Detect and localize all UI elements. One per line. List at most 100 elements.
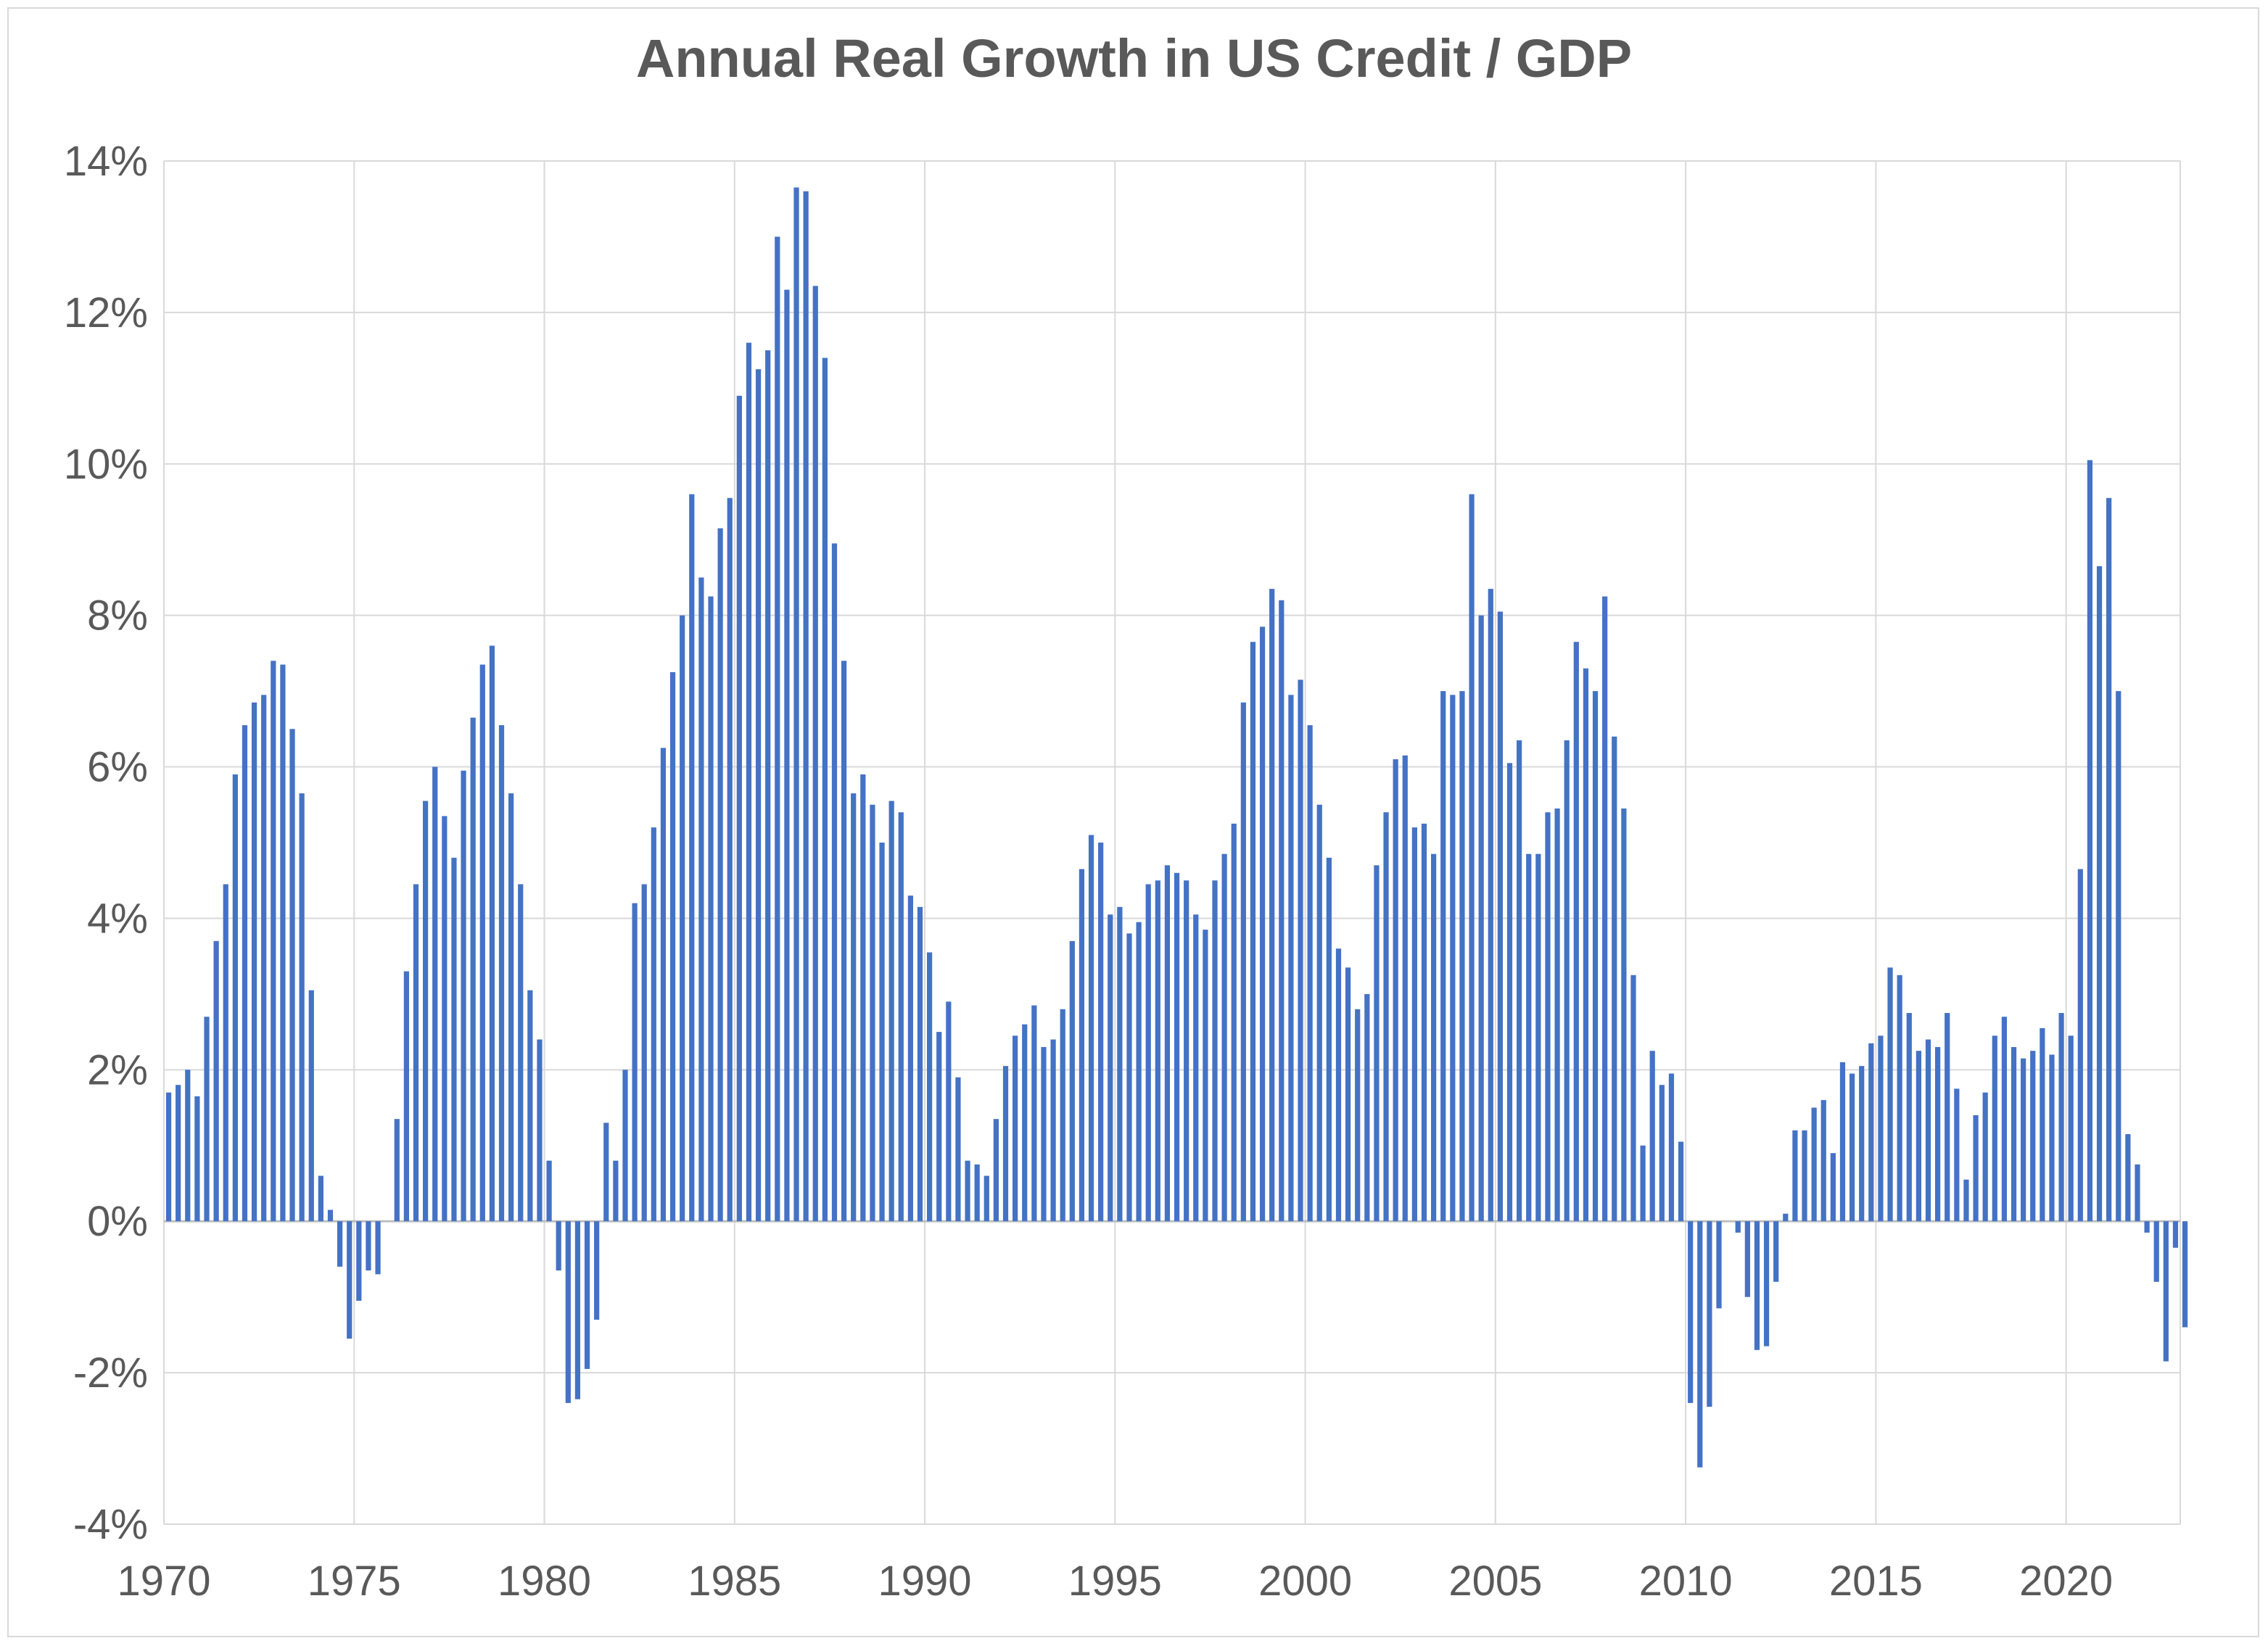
bar — [1269, 589, 1275, 1222]
bar — [2172, 1221, 2179, 1248]
bar — [337, 1221, 343, 1267]
x-tick-label: 2020 — [2019, 1558, 2113, 1605]
bar — [1802, 1130, 1807, 1222]
y-tick-label: 8% — [87, 592, 148, 640]
bar — [1193, 914, 1199, 1222]
bar — [1259, 626, 1266, 1222]
bar — [1136, 922, 1142, 1222]
bar — [955, 1077, 961, 1222]
bar — [1117, 906, 1123, 1222]
bar — [831, 543, 838, 1222]
bar — [1830, 1153, 1836, 1222]
bar — [1573, 642, 1579, 1222]
bar — [1945, 1013, 1950, 1222]
bar — [736, 395, 742, 1222]
bar — [1935, 1047, 1941, 1222]
bar — [1773, 1221, 1779, 1282]
bar — [1906, 1013, 1912, 1222]
bar — [1592, 691, 1599, 1222]
bar — [356, 1221, 362, 1301]
bar — [1535, 853, 1541, 1222]
bar — [851, 793, 857, 1222]
bar — [2096, 566, 2103, 1222]
bar — [965, 1160, 970, 1222]
bar — [660, 748, 667, 1222]
x-tick-label: 2010 — [1639, 1558, 1733, 1605]
bar — [403, 971, 409, 1222]
bar — [194, 1096, 200, 1222]
bar — [280, 664, 286, 1222]
bar — [1431, 853, 1437, 1222]
bar — [1640, 1145, 1646, 1222]
bar — [2106, 497, 2112, 1222]
bar — [680, 615, 685, 1222]
bar — [375, 1221, 381, 1275]
x-tick-label: 1990 — [878, 1558, 972, 1605]
bar — [1849, 1073, 1855, 1222]
bar — [1716, 1221, 1722, 1309]
bar — [1754, 1221, 1760, 1350]
bar — [1868, 1043, 1874, 1222]
bar — [1203, 930, 1208, 1222]
bar — [927, 952, 933, 1222]
bar — [508, 793, 514, 1222]
bar — [556, 1221, 561, 1271]
bar — [2011, 1047, 2017, 1222]
gridlines — [163, 160, 2181, 1525]
bar — [223, 884, 228, 1222]
x-tick-label: 1995 — [1068, 1558, 1162, 1605]
bar — [423, 801, 429, 1222]
bar — [1298, 679, 1303, 1222]
bar — [2087, 460, 2093, 1222]
bar — [1763, 1221, 1770, 1347]
bar — [1240, 702, 1246, 1222]
bar — [1792, 1130, 1798, 1222]
bar — [527, 990, 533, 1222]
bar — [1963, 1179, 1969, 1222]
bar — [669, 672, 676, 1222]
y-tick-label: 14% — [64, 138, 148, 185]
bar — [946, 1001, 952, 1222]
bar — [594, 1221, 600, 1320]
y-tick-label: 0% — [87, 1198, 148, 1245]
bar — [917, 906, 923, 1222]
x-tick-label: 1970 — [117, 1558, 210, 1605]
bar — [727, 497, 733, 1222]
x-tick-label: 2005 — [1448, 1558, 1542, 1605]
bar — [1887, 967, 1893, 1222]
y-tick-label: -2% — [73, 1349, 148, 1397]
bar — [537, 1039, 543, 1222]
bar — [1050, 1039, 1056, 1222]
y-tick-label: 4% — [87, 895, 148, 942]
bar — [2001, 1017, 2008, 1222]
bar — [1002, 1066, 1009, 1222]
bar — [2049, 1054, 2055, 1222]
bar — [432, 766, 438, 1222]
bar — [1383, 812, 1389, 1222]
bar — [1859, 1066, 1865, 1222]
bar — [289, 729, 295, 1222]
bar — [1612, 736, 1617, 1222]
bar — [1526, 853, 1532, 1222]
bar — [185, 1070, 191, 1222]
bar — [1221, 853, 1227, 1222]
bar — [1554, 808, 1560, 1222]
bar — [546, 1160, 552, 1222]
bar — [1108, 914, 1113, 1222]
bar — [574, 1221, 581, 1399]
bar — [1022, 1024, 1028, 1222]
bar — [698, 577, 704, 1222]
bar — [2135, 1164, 2140, 1222]
bar — [1041, 1047, 1047, 1222]
bar — [812, 286, 818, 1222]
bar — [1326, 857, 1332, 1222]
bar — [299, 793, 305, 1222]
x-tick-label: 1980 — [498, 1558, 591, 1605]
bar — [984, 1175, 989, 1222]
y-tick-label: 2% — [87, 1046, 148, 1093]
bar — [1878, 1035, 1884, 1222]
bar — [1678, 1141, 1684, 1222]
bar — [1459, 691, 1465, 1222]
bar — [1393, 759, 1398, 1222]
